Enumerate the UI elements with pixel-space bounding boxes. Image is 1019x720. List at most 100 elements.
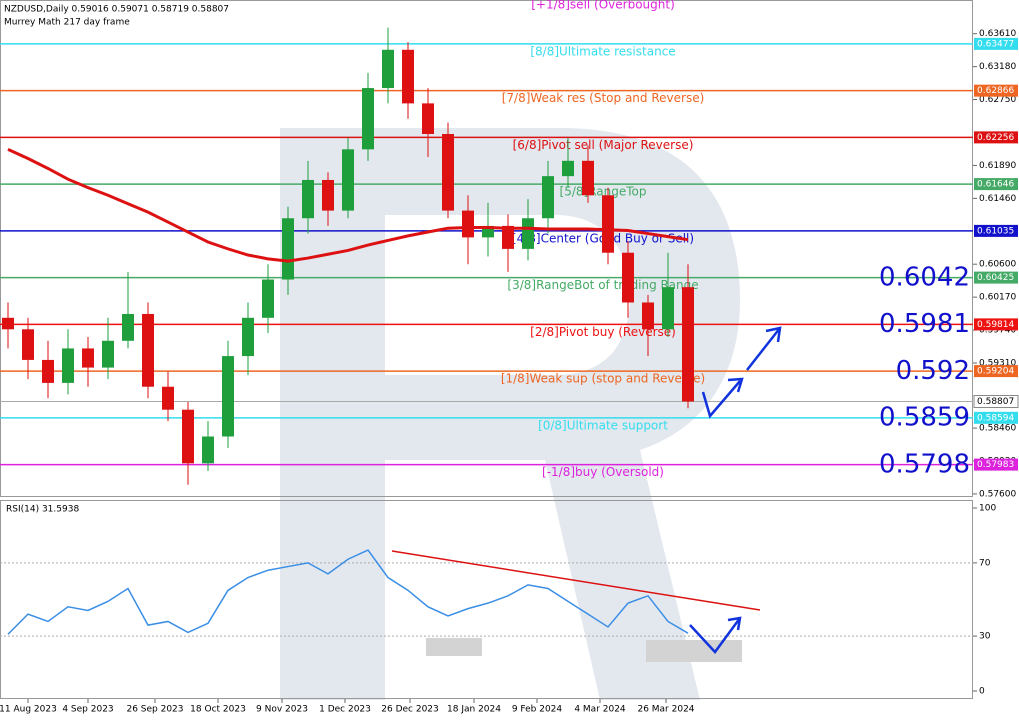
level-tag-label: 0.61646: [977, 180, 1014, 190]
level-label: [+1/8]sell (Overbought): [531, 0, 675, 12]
level-label: [0/8]Ultimate support: [538, 418, 668, 432]
x-tick-label: 9 Feb 2024: [512, 705, 563, 715]
candle-body: [122, 313, 134, 341]
big-level-label: 0.6042: [879, 262, 970, 292]
arrow-head: [765, 326, 782, 343]
level-tag-label: 0.58594: [977, 413, 1014, 423]
last-price-label: 0.58807: [977, 397, 1014, 407]
x-tick-label: 1 Dec 2023: [319, 705, 371, 715]
candle-body: [222, 356, 234, 437]
candle-body: [242, 317, 254, 357]
rsi-title: RSI(14) 31.5938: [6, 505, 79, 515]
rsi-tick-label: 70: [979, 558, 991, 568]
level-tag-label: 0.60425: [977, 273, 1014, 283]
candle-body: [462, 210, 474, 238]
big-level-label: 0.592: [896, 356, 970, 386]
x-tick-label: 9 Nov 2023: [256, 705, 308, 715]
y-tick-label: 0.59740: [979, 326, 1016, 336]
level-tag: [974, 458, 1018, 471]
indicator-name: Murrey Math 217 day frame: [4, 18, 130, 28]
candle-body: [562, 160, 574, 177]
candle-body: [62, 348, 74, 383]
watermark-shape: [280, 128, 740, 700]
candle-body: [422, 103, 434, 135]
x-tick-label: 18 Jan 2024: [447, 705, 501, 715]
main-panel: [0, 0, 973, 497]
level-label: [2/8]Pivot buy (Reverse): [530, 325, 676, 339]
last-price-tag: [973, 395, 1019, 409]
candle-body: [602, 195, 614, 253]
level-tag-label: 0.63477: [977, 39, 1014, 49]
level-tag: [974, 178, 1018, 191]
level-label: [7/8]Weak res (Stop and Reverse): [502, 91, 705, 105]
candle-body: [142, 313, 154, 387]
rsi-tick-label: 100: [979, 504, 996, 514]
annotations: [426, 326, 782, 662]
rsi-line: [7, 549, 689, 635]
level-label: [1/8]Weak sup (stop and Reverse): [501, 372, 705, 386]
y-tick-label: 0.58460: [979, 424, 1016, 434]
rsi-trendline: [391, 550, 761, 611]
x-tick-label: 18 Oct 2023: [190, 705, 246, 715]
x-tick-label: 11 Aug 2023: [0, 705, 57, 715]
level-label: [3/8]RangeBot of trading Range: [507, 278, 698, 292]
level-tag: [974, 84, 1018, 97]
level-tag: [974, 131, 1018, 144]
arrow: [701, 380, 741, 419]
candle-body: [642, 302, 654, 330]
candle-body: [382, 49, 394, 89]
rsi-arrow: [689, 617, 742, 654]
y-tick-label: 0.57600: [979, 489, 1016, 499]
level-tag-label: 0.62866: [977, 86, 1014, 96]
y-tick-label: 0.62750: [979, 95, 1016, 105]
candle-body: [502, 225, 514, 249]
big-level-label: 0.5859: [879, 403, 970, 433]
header: NZDUSD,Daily 0.59016 0.59071 0.58719 0.5…: [4, 5, 229, 15]
level-tag: [974, 271, 1018, 284]
candle-body: [442, 134, 454, 211]
level-label: [6/8]Pivot sell (Major Reverse): [513, 138, 694, 152]
x-tick-label: 26 Mar 2024: [637, 705, 694, 715]
x-tick-label: 4 Mar 2024: [574, 705, 626, 715]
level-tag: [974, 224, 1018, 237]
candle-body: [662, 287, 674, 330]
candle-body: [622, 252, 634, 303]
big-level-label: 0.5981: [879, 309, 970, 339]
y-tick-label: 0.61890: [979, 161, 1016, 171]
candle-body: [482, 225, 494, 238]
level-tag: [974, 37, 1018, 50]
candle-body: [402, 49, 414, 104]
candle-body: [202, 436, 214, 464]
arrow-head: [727, 377, 744, 393]
level-tag-label: 0.61035: [977, 226, 1014, 236]
moving-average: [7, 147, 689, 263]
candle-body: [282, 218, 294, 280]
y-tick-label: 0.61460: [979, 194, 1016, 204]
level-tag-label: 0.57983: [977, 460, 1014, 470]
candle-body: [582, 160, 594, 196]
candle-body: [362, 88, 374, 150]
x-tick-label: 26 Dec 2023: [381, 705, 439, 715]
candle-body: [542, 176, 554, 219]
arrow: [746, 327, 781, 371]
rsi-arrow-head: [727, 616, 742, 631]
candle-body: [22, 329, 34, 360]
y-tick-label: 0.60170: [979, 293, 1016, 303]
x-tick-label: 26 Sep 2023: [126, 705, 183, 715]
x-tick-label: 4 Sep 2023: [62, 705, 113, 715]
candle-body: [162, 386, 174, 410]
y-tick-label: 0.63180: [979, 62, 1016, 72]
level-tag-label: 0.59814: [977, 320, 1014, 330]
level-tag-label: 0.62256: [977, 133, 1014, 143]
rsi-tick-label: 0: [979, 687, 985, 697]
highlight-box: [646, 640, 742, 662]
level-label: [-1/8]buy (Oversold): [542, 465, 664, 479]
candle-body: [182, 409, 194, 464]
watermark: [280, 128, 740, 700]
rsi-tick-label: 30: [979, 632, 991, 642]
highlight-box: [426, 638, 482, 656]
level-tag: [974, 411, 1018, 424]
candle-body: [2, 317, 14, 330]
level-tag-label: 0.59204: [977, 367, 1014, 377]
candle-body: [302, 179, 314, 219]
